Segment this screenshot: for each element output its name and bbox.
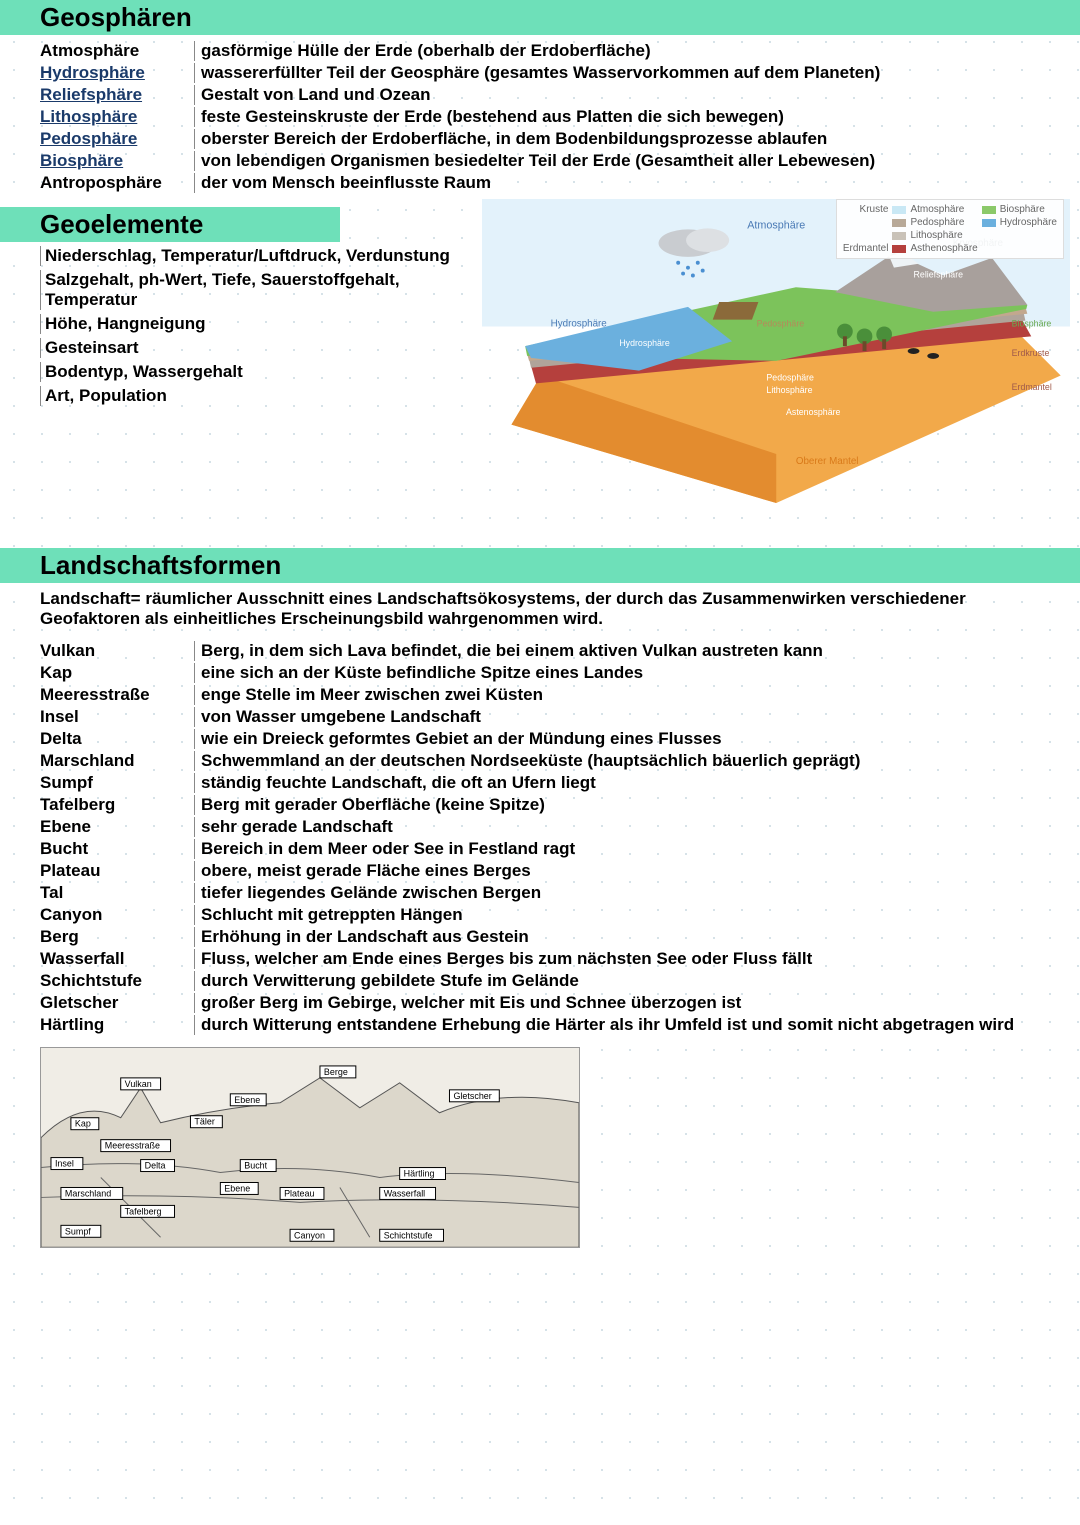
- desc: Fluss, welcher am Ende eines Berges bis …: [195, 949, 1040, 969]
- desc: Bereich in dem Meer oder See in Festland…: [195, 839, 1040, 859]
- svg-text:Ebene: Ebene: [224, 1183, 250, 1193]
- desc: wassererfüllter Teil der Geosphäre (gesa…: [195, 63, 1040, 83]
- section-title-geospheres: Geosphären: [0, 0, 1080, 35]
- diagram-legend: Kruste Atmosphäre Biosphäre Pedosphäre H…: [836, 199, 1064, 259]
- term: Schichtstufe: [40, 971, 195, 991]
- earth-layers-diagram: Atmosphäre Kryosphäre Reliefsphäre Hydro…: [482, 199, 1071, 518]
- svg-text:Berge: Berge: [324, 1067, 348, 1077]
- geoelement-item: Bodentyp, Wassergehalt: [40, 362, 482, 382]
- landscape-definition: Landschaft= räumlicher Ausschnitt eines …: [0, 583, 1080, 635]
- svg-text:Hydrosphäre: Hydrosphäre: [550, 319, 607, 330]
- term: Reliefsphäre: [40, 85, 195, 105]
- term: Canyon: [40, 905, 195, 925]
- svg-text:Erdmantel: Erdmantel: [1011, 382, 1051, 392]
- term: Härtling: [40, 1015, 195, 1035]
- desc: durch Witterung entstandene Erhebung die…: [195, 1015, 1040, 1035]
- geoelement-item: Höhe, Hangneigung: [40, 314, 482, 334]
- term: Insel: [40, 707, 195, 727]
- term: Sumpf: [40, 773, 195, 793]
- term: Bucht: [40, 839, 195, 859]
- svg-text:Gletscher: Gletscher: [453, 1091, 491, 1101]
- desc: enge Stelle im Meer zwischen zwei Küsten: [195, 685, 1040, 705]
- geoelement-item: Salzgehalt, ph-Wert, Tiefe, Sauerstoffge…: [40, 270, 482, 310]
- svg-text:Canyon: Canyon: [294, 1230, 325, 1240]
- svg-text:Kap: Kap: [75, 1119, 91, 1129]
- desc: gasförmige Hülle der Erde (oberhalb der …: [195, 41, 1040, 61]
- geoelement-item: Art, Population: [40, 386, 482, 406]
- svg-text:Lithosphäre: Lithosphäre: [766, 385, 812, 395]
- svg-text:Erdkruste: Erdkruste: [1011, 348, 1049, 358]
- desc: ständig feuchte Landschaft, die oft an U…: [195, 773, 1040, 793]
- geoelement-item: Niederschlag, Temperatur/Luftdruck, Verd…: [40, 246, 482, 266]
- desc: obere, meist gerade Fläche eines Berges: [195, 861, 1040, 881]
- term: Plateau: [40, 861, 195, 881]
- desc: Schwemmland an der deutschen Nordseeküst…: [195, 751, 1040, 771]
- svg-text:Sumpf: Sumpf: [65, 1226, 91, 1236]
- desc: Gestalt von Land und Ozean: [195, 85, 1040, 105]
- landforms-table: VulkanBerg, in dem sich Lava befindet, d…: [0, 635, 1080, 1041]
- svg-text:Vulkan: Vulkan: [125, 1079, 152, 1089]
- desc: der vom Mensch beeinflusste Raum: [195, 173, 1040, 193]
- desc: oberster Bereich der Erdoberfläche, in d…: [195, 129, 1040, 149]
- term: Vulkan: [40, 641, 195, 661]
- svg-text:Pedosphäre: Pedosphäre: [756, 319, 804, 329]
- svg-text:Plateau: Plateau: [284, 1188, 314, 1198]
- svg-text:Täler: Täler: [194, 1117, 214, 1127]
- svg-text:Wasserfall: Wasserfall: [384, 1188, 425, 1198]
- svg-text:Reliefsphäre: Reliefsphäre: [913, 269, 963, 279]
- svg-text:Hydrosphäre: Hydrosphäre: [619, 338, 670, 348]
- landforms-illustration: Vulkan Berge Ebene Gletscher Kap Täler M…: [40, 1047, 580, 1248]
- term: Marschland: [40, 751, 195, 771]
- term: Delta: [40, 729, 195, 749]
- term: Tafelberg: [40, 795, 195, 815]
- svg-text:Schichtstufe: Schichtstufe: [384, 1230, 433, 1240]
- term: Tal: [40, 883, 195, 903]
- svg-text:Oberer Mantel: Oberer Mantel: [795, 456, 858, 467]
- term: Ebene: [40, 817, 195, 837]
- desc: eine sich an der Küste befindliche Spitz…: [195, 663, 1040, 683]
- term: Lithosphäre: [40, 107, 195, 127]
- term: Wasserfall: [40, 949, 195, 969]
- section-title-landforms: Landschaftsformen: [0, 548, 1080, 583]
- desc: Berg, in dem sich Lava befindet, die bei…: [195, 641, 1040, 661]
- svg-text:Delta: Delta: [145, 1160, 166, 1170]
- svg-text:Atmosphäre: Atmosphäre: [747, 219, 805, 231]
- desc: Berg mit gerader Oberfläche (keine Spitz…: [195, 795, 1040, 815]
- svg-text:Astenosphäre: Astenosphäre: [786, 407, 840, 417]
- term: Pedosphäre: [40, 129, 195, 149]
- desc: tiefer liegendes Gelände zwischen Bergen: [195, 883, 1040, 903]
- term: Hydrosphäre: [40, 63, 195, 83]
- desc: von Wasser umgebene Landschaft: [195, 707, 1040, 727]
- desc: feste Gesteinskruste der Erde (bestehend…: [195, 107, 1040, 127]
- term: Meeresstraße: [40, 685, 195, 705]
- svg-text:Pedosphäre: Pedosphäre: [766, 372, 814, 382]
- svg-text:Marschland: Marschland: [65, 1188, 111, 1198]
- svg-text:Härtling: Härtling: [404, 1168, 435, 1178]
- term: Kap: [40, 663, 195, 683]
- desc: wie ein Dreieck geformtes Gebiet an der …: [195, 729, 1040, 749]
- svg-text:Bucht: Bucht: [244, 1160, 267, 1170]
- desc: von lebendigen Organismen besiedelter Te…: [195, 151, 1040, 171]
- desc: großer Berg im Gebirge, welcher mit Eis …: [195, 993, 1040, 1013]
- term: Berg: [40, 927, 195, 947]
- desc: Schlucht mit getreppten Hängen: [195, 905, 1040, 925]
- section-title-geoelements: Geoelemente: [0, 207, 340, 242]
- desc: sehr gerade Landschaft: [195, 817, 1040, 837]
- term: Antroposphäre: [40, 173, 195, 193]
- term: Gletscher: [40, 993, 195, 1013]
- geospheres-table: Atmosphäregasförmige Hülle der Erde (obe…: [0, 35, 1080, 199]
- desc: Erhöhung in der Landschaft aus Gestein: [195, 927, 1040, 947]
- term: Atmosphäre: [40, 41, 195, 61]
- svg-text:Ebene: Ebene: [234, 1095, 260, 1105]
- desc: durch Verwitterung gebildete Stufe im Ge…: [195, 971, 1040, 991]
- svg-text:Insel: Insel: [55, 1158, 74, 1168]
- svg-text:Tafelberg: Tafelberg: [125, 1206, 162, 1216]
- geoelement-item: Gesteinsart: [40, 338, 482, 358]
- svg-text:Meeresstraße: Meeresstraße: [105, 1140, 160, 1150]
- svg-text:Biosphäre: Biosphäre: [1011, 319, 1051, 329]
- term: Biosphäre: [40, 151, 195, 171]
